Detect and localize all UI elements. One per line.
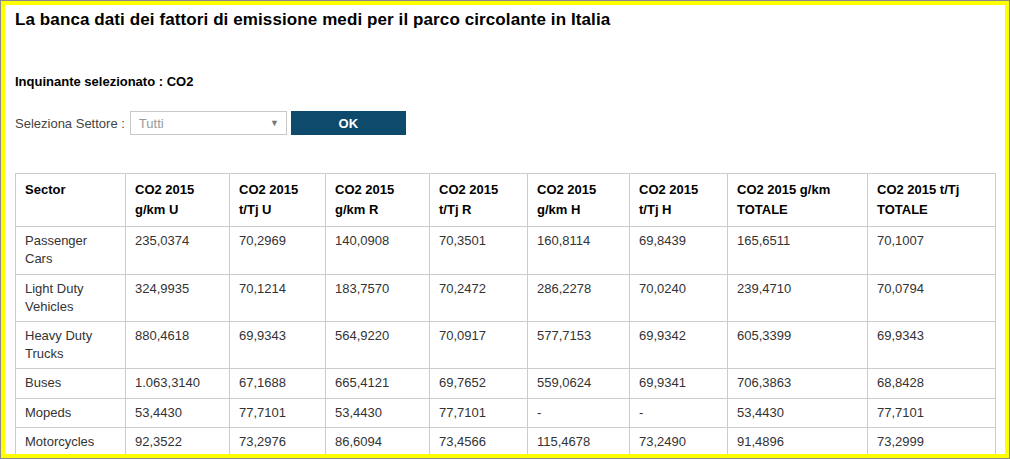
value-cell: 68,8428 bbox=[868, 369, 996, 398]
column-header: CO2 2015 g/km U bbox=[126, 174, 230, 227]
value-cell: 564,9220 bbox=[326, 322, 430, 369]
value-cell: 70,3501 bbox=[430, 227, 528, 274]
sector-cell: Light Duty Vehicles bbox=[16, 274, 126, 321]
value-cell: 69,9341 bbox=[630, 369, 728, 398]
page-frame: La banca dati dei fattori di emissione m… bbox=[0, 0, 1010, 459]
table-row: Mopeds53,443077,710153,443077,7101--53,4… bbox=[16, 398, 996, 427]
value-cell: 70,0240 bbox=[630, 274, 728, 321]
sector-cell: Motorcycles bbox=[16, 427, 126, 456]
value-cell: 183,7570 bbox=[326, 274, 430, 321]
value-cell: 70,2472 bbox=[430, 274, 528, 321]
value-cell: 53,4430 bbox=[326, 398, 430, 427]
value-cell: 70,0917 bbox=[430, 322, 528, 369]
value-cell: 73,2976 bbox=[230, 427, 326, 456]
value-cell: 239,4710 bbox=[728, 274, 868, 321]
value-cell: 324,9935 bbox=[126, 274, 230, 321]
highlight-border: La banca dati dei fattori di emissione m… bbox=[1, 1, 1009, 458]
sector-cell: Heavy Duty Trucks bbox=[16, 322, 126, 369]
value-cell: 69,9342 bbox=[630, 322, 728, 369]
value-cell: 77,7101 bbox=[868, 398, 996, 427]
value-cell: 91,4896 bbox=[728, 427, 868, 456]
column-header: CO2 2015 g/km R bbox=[326, 174, 430, 227]
value-cell: 69,7652 bbox=[430, 369, 528, 398]
sector-cell: Passenger Cars bbox=[16, 227, 126, 274]
ok-button[interactable]: OK bbox=[291, 111, 406, 135]
value-cell: 559,0624 bbox=[528, 369, 630, 398]
value-cell: 67,1688 bbox=[230, 369, 326, 398]
value-cell: - bbox=[630, 398, 728, 427]
value-cell: 73,4566 bbox=[430, 427, 528, 456]
pollutant-label: Inquinante selezionato : bbox=[15, 74, 163, 89]
pollutant-selected-line: Inquinante selezionato : CO2 bbox=[15, 74, 1000, 89]
value-cell: 69,8439 bbox=[630, 227, 728, 274]
value-cell: 86,6094 bbox=[326, 427, 430, 456]
chevron-down-icon: ▼ bbox=[270, 118, 279, 128]
value-cell: 1.063,3140 bbox=[126, 369, 230, 398]
value-cell: - bbox=[528, 398, 630, 427]
sector-label: Seleziona Settore : bbox=[15, 116, 125, 131]
sector-cell: Mopeds bbox=[16, 398, 126, 427]
table-row: Light Duty Vehicles324,993570,1214183,75… bbox=[16, 274, 996, 321]
value-cell: 69,9343 bbox=[868, 322, 996, 369]
value-cell: 70,0794 bbox=[868, 274, 996, 321]
column-header: Sector bbox=[16, 174, 126, 227]
value-cell: 235,0374 bbox=[126, 227, 230, 274]
value-cell: 286,2278 bbox=[528, 274, 630, 321]
value-cell: 77,7101 bbox=[430, 398, 528, 427]
page-title: La banca dati dei fattori di emissione m… bbox=[15, 10, 1000, 30]
value-cell: 165,6511 bbox=[728, 227, 868, 274]
value-cell: 70,1214 bbox=[230, 274, 326, 321]
column-header: CO2 2015 g/km H bbox=[528, 174, 630, 227]
column-header: CO2 2015 t/Tj U bbox=[230, 174, 326, 227]
sector-filter-row: Seleziona Settore : Tutti ▼ OK bbox=[15, 111, 1000, 135]
column-header: CO2 2015 t/Tj TOTALE bbox=[868, 174, 996, 227]
sector-cell: Buses bbox=[16, 369, 126, 398]
column-header: CO2 2015 t/Tj H bbox=[630, 174, 728, 227]
column-header: CO2 2015 t/Tj R bbox=[430, 174, 528, 227]
emission-factors-table: SectorCO2 2015 g/km UCO2 2015 t/Tj UCO2 … bbox=[15, 173, 996, 457]
value-cell: 115,4678 bbox=[528, 427, 630, 456]
table-row: Buses1.063,314067,1688665,412169,7652559… bbox=[16, 369, 996, 398]
column-header: CO2 2015 g/km TOTALE bbox=[728, 174, 868, 227]
value-cell: 605,3399 bbox=[728, 322, 868, 369]
value-cell: 53,4430 bbox=[728, 398, 868, 427]
value-cell: 706,3863 bbox=[728, 369, 868, 398]
value-cell: 160,8114 bbox=[528, 227, 630, 274]
value-cell: 665,4121 bbox=[326, 369, 430, 398]
table-row: Heavy Duty Trucks880,461869,9343564,9220… bbox=[16, 322, 996, 369]
value-cell: 70,2969 bbox=[230, 227, 326, 274]
value-cell: 73,2490 bbox=[630, 427, 728, 456]
table-header-row: SectorCO2 2015 g/km UCO2 2015 t/Tj UCO2 … bbox=[16, 174, 996, 227]
value-cell: 69,9343 bbox=[230, 322, 326, 369]
value-cell: 73,2999 bbox=[868, 427, 996, 456]
value-cell: 140,0908 bbox=[326, 227, 430, 274]
value-cell: 70,1007 bbox=[868, 227, 996, 274]
table-row: Motorcycles92,352273,297686,609473,45661… bbox=[16, 427, 996, 456]
table-row: Passenger Cars235,037470,2969140,090870,… bbox=[16, 227, 996, 274]
pollutant-value: CO2 bbox=[167, 74, 194, 89]
value-cell: 92,3522 bbox=[126, 427, 230, 456]
value-cell: 77,7101 bbox=[230, 398, 326, 427]
sector-select-value: Tutti bbox=[139, 116, 164, 131]
sector-select[interactable]: Tutti ▼ bbox=[130, 111, 287, 135]
value-cell: 53,4430 bbox=[126, 398, 230, 427]
value-cell: 577,7153 bbox=[528, 322, 630, 369]
value-cell: 880,4618 bbox=[126, 322, 230, 369]
